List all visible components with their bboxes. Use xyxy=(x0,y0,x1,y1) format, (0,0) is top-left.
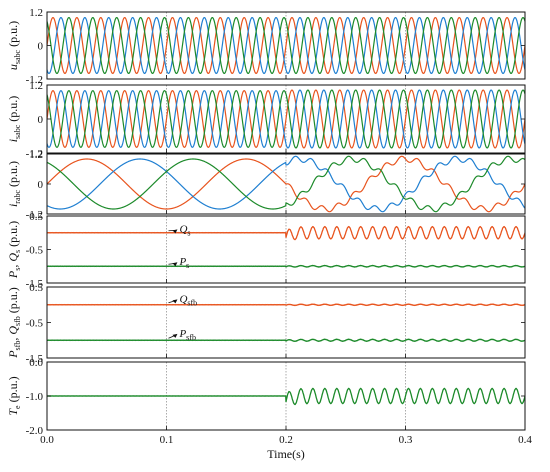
y-tick-label: -2.0 xyxy=(26,425,44,437)
series-line-irabc-phase-1 xyxy=(47,155,525,213)
series-line-isabc-phase-0 xyxy=(47,89,525,149)
y-tick-label: 0 xyxy=(38,114,44,126)
series-group xyxy=(47,155,525,213)
panel-uabc: 1.2 0 -1.2 usabc (p.u.) xyxy=(6,7,526,86)
series-label-Psfb: Psfb xyxy=(178,328,196,342)
panel-psqs: Qs Ps 0.5 -0.5 -1.5 Ps, Qs (p.u.) xyxy=(6,211,526,290)
series-label-Qs: Qs xyxy=(179,223,190,237)
panel-isabc: 1.2 0 -1.2 isabc (p.u.) xyxy=(6,80,526,160)
y-tick-label: 1.2 xyxy=(29,149,43,161)
panel-te: 0.0 -1.0 -2.0 Te (p.u.) xyxy=(6,357,526,437)
series-line-psqs-0 xyxy=(47,225,525,241)
y-axis-label: usabc (p.u.) xyxy=(6,21,22,70)
panel-irabc: 1.2 0 -1.2 irabc (p.u.) xyxy=(6,149,526,221)
arrow-head xyxy=(172,229,178,234)
y-tick-label: -1.5 xyxy=(26,278,44,290)
arrow-head xyxy=(172,262,178,267)
series-line-uabc-phase-0 xyxy=(47,16,525,75)
series-line-uabc-phase-1 xyxy=(47,16,525,75)
y-tick-label: -1.2 xyxy=(26,209,43,221)
series-group xyxy=(47,387,525,406)
y-tick-label: 0 xyxy=(38,41,44,53)
series-line-isabc-phase-2 xyxy=(47,89,525,149)
series-line-psfbqsfb-1 xyxy=(47,338,525,343)
series-line-psfbqsfb-0 xyxy=(47,303,525,307)
arrow-head xyxy=(172,299,178,304)
y-axis-label: Te (p.u.) xyxy=(6,376,22,415)
y-tick-label: 0 xyxy=(38,179,44,191)
y-tick-label: 0.0 xyxy=(29,357,43,369)
y-axis-label: Ps, Qs (p.u.) xyxy=(6,221,22,279)
x-tick-label: 0.0 xyxy=(40,434,54,446)
y-axis-label: Psfb, Qsfb (p.u.) xyxy=(6,287,22,359)
x-tick-label: 0.3 xyxy=(399,434,413,446)
y-tick-label: -1.2 xyxy=(26,148,43,160)
x-axis-label: Time(s) xyxy=(267,447,305,461)
x-axis: 0.0 0.1 0.2 0.3 0.4 Time(s) xyxy=(40,434,532,461)
series-line-psqs-1 xyxy=(47,264,525,268)
y-tick-label: -0.5 xyxy=(26,318,44,330)
y-tick-label: -1.5 xyxy=(26,353,44,365)
y-tick-label: 1.2 xyxy=(29,7,43,19)
x-tick-label: 0.1 xyxy=(160,434,174,446)
series-line-te-0 xyxy=(47,387,525,406)
series-line-isabc-phase-1 xyxy=(47,89,525,149)
y-tick-label: 1.2 xyxy=(29,80,43,92)
y-tick-label: 0.5 xyxy=(29,282,43,294)
y-tick-label: 0.5 xyxy=(29,211,43,223)
panel-psfbqsfb: Qsfb Psfb 0.5 -0.5 -1.5 Psfb, Qsfb (p.u.) xyxy=(6,282,526,365)
x-tick-label: 0.2 xyxy=(279,434,293,446)
series-group xyxy=(47,89,525,149)
y-tick-label: -1.2 xyxy=(26,74,43,86)
y-axis-label: irabc (p.u.) xyxy=(6,161,22,207)
arrow-head xyxy=(172,333,178,338)
series-group xyxy=(47,16,525,75)
series-group xyxy=(47,303,525,343)
series-line-irabc-phase-2 xyxy=(47,155,525,213)
y-axis-label: isabc (p.u.) xyxy=(6,96,22,143)
y-tick-label: -0.5 xyxy=(26,245,44,257)
series-line-uabc-phase-2 xyxy=(47,16,525,75)
series-group xyxy=(47,225,525,268)
series-label-Ps: Ps xyxy=(178,256,189,270)
y-tick-label: -1.0 xyxy=(26,391,44,403)
x-tick-label: 0.4 xyxy=(518,434,532,446)
series-label-Qsfb: Qsfb xyxy=(179,293,197,307)
series-line-irabc-phase-0 xyxy=(47,155,525,213)
